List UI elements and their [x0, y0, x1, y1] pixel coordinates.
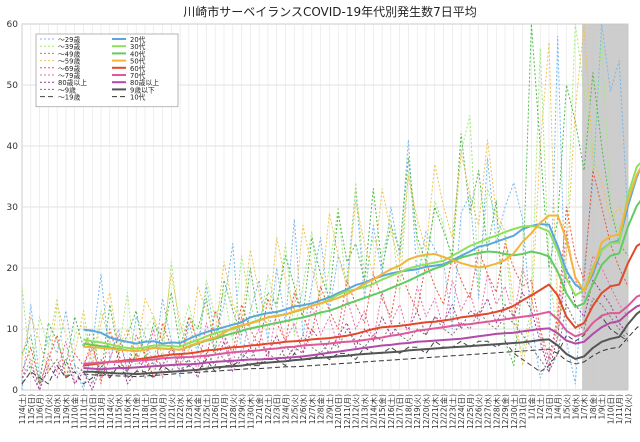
x-tick-label: 11/10(金)	[70, 394, 80, 429]
x-tick-label: 1/5(火)	[563, 394, 572, 419]
x-tick-label: 12/22(金)	[439, 394, 449, 429]
x-tick-label: 12/1(金)	[254, 394, 264, 424]
x-tick-label: 1/8(金)	[588, 394, 598, 419]
x-tick-label: 1/7(木)	[579, 394, 589, 419]
x-tick-label: 11/6(月)	[36, 394, 45, 424]
x-tick-label: 11/4(土)	[17, 394, 27, 424]
x-tick-label: 12/28(木)	[491, 394, 501, 429]
y-tick-label: 40	[7, 142, 19, 152]
x-tick-label: 1/3(日)	[545, 394, 554, 419]
x-tick-label: 12/17(日)	[396, 394, 405, 429]
x-tick-label: 12/29(金)	[500, 394, 510, 429]
x-tick-label: 11/29(水)	[237, 394, 247, 429]
x-tick-label: 12/16(土)	[386, 394, 396, 429]
x-tick-label: 12/7(木)	[307, 394, 317, 424]
x-tick-label: 12/12(火)	[352, 394, 361, 429]
x-tick-label: 11/19(日)	[150, 394, 159, 429]
x-tick-label: 12/30(土)	[509, 394, 519, 429]
x-tick-label: 1/10(日)	[606, 394, 615, 424]
x-tick-label: 11/16(木)	[122, 394, 132, 429]
x-tick-label: 12/9(土)	[324, 394, 334, 424]
x-tick-label: 12/8(金)	[316, 394, 326, 424]
x-tick-label: 11/8(水)	[52, 394, 62, 424]
x-tick-label: 11/18(土)	[140, 394, 150, 429]
x-tick-label: 12/26(火)	[475, 394, 484, 429]
x-tick-label: 12/31(日)	[519, 394, 528, 429]
x-tick-label: 11/9(木)	[61, 394, 71, 424]
x-tick-label: 11/26(日)	[211, 394, 220, 429]
x-tick-label: 1/4(月)	[554, 394, 563, 419]
chart-title: 川崎市サーベイランスCOVID-19年代別発生数7日平均	[183, 4, 477, 19]
x-tick-label: 12/13(水)	[360, 394, 370, 429]
x-tick-label: 12/14(木)	[368, 394, 378, 429]
y-tick-label: 30	[7, 203, 19, 213]
x-tick-label: 11/13(月)	[97, 394, 106, 429]
series-line	[84, 127, 640, 344]
x-tick-label: 11/25(土)	[201, 394, 211, 429]
x-tick-label: 12/27(水)	[482, 394, 492, 429]
x-tick-label: 1/11(月)	[615, 394, 624, 424]
x-tick-label: 11/21(火)	[167, 394, 176, 429]
x-tick-label: 12/15(金)	[377, 394, 387, 429]
x-tick-label: 11/17(金)	[131, 394, 141, 429]
x-tick-label: 11/14(火)	[106, 394, 115, 429]
x-tick-label: 12/18(月)	[404, 394, 413, 429]
x-tick-label: 11/20(月)	[159, 394, 168, 429]
x-tick-label: 11/24(金)	[193, 394, 203, 429]
x-tick-label: 12/24(日)	[457, 394, 466, 429]
legend-label: 〜19歳	[58, 93, 80, 102]
x-tick-label: 12/10(日)	[334, 394, 343, 429]
x-tick-label: 12/21(木)	[430, 394, 440, 429]
y-tick-label: 50	[7, 81, 19, 91]
x-tick-label: 12/2(土)	[263, 394, 273, 424]
x-tick-label: 1/6(水)	[570, 394, 580, 419]
y-tick-label: 60	[7, 20, 19, 30]
x-tick-label: 12/5(火)	[290, 394, 299, 424]
x-tick-label: 11/5(日)	[27, 394, 36, 424]
x-tick-label: 11/27(月)	[220, 394, 229, 429]
x-tick-label: 12/23(土)	[447, 394, 457, 429]
x-tick-label: 12/25(月)	[466, 394, 475, 429]
y-tick-label: 20	[7, 264, 19, 274]
x-tick-label: 11/22(水)	[175, 394, 185, 429]
x-tick-label: 1/9(土)	[597, 394, 607, 419]
x-tick-label: 12/20(水)	[421, 394, 431, 429]
x-tick-label: 11/11(土)	[78, 394, 88, 429]
x-tick-label: 12/11(月)	[343, 394, 352, 429]
x-tick-label: 12/3(日)	[273, 394, 282, 424]
legend-label: 10代	[130, 93, 146, 102]
x-tick-label: 11/23(木)	[184, 394, 194, 429]
x-tick-label: 12/4(月)	[281, 394, 290, 424]
x-tick-label: 11/30(木)	[245, 394, 255, 429]
legend: 〜29歳〜39歳〜49歳〜59歳〜69歳〜79歳80歳以上〜9歳〜19歳20代3…	[36, 34, 178, 107]
y-tick-label: 10	[7, 325, 19, 335]
x-tick-label: 1/1(金)	[526, 394, 536, 419]
x-tick-label: 1/2(土)	[535, 394, 545, 419]
x-tick-label: 1/12(火)	[624, 394, 633, 424]
x-tick-label: 12/6(水)	[298, 394, 308, 424]
x-tick-label: 11/28(火)	[229, 394, 238, 429]
x-tick-label: 11/7(火)	[44, 394, 53, 424]
x-tick-label: 12/19(火)	[413, 394, 422, 429]
x-tick-label: 11/12(日)	[88, 394, 97, 429]
x-tick-label: 11/15(水)	[114, 394, 124, 429]
